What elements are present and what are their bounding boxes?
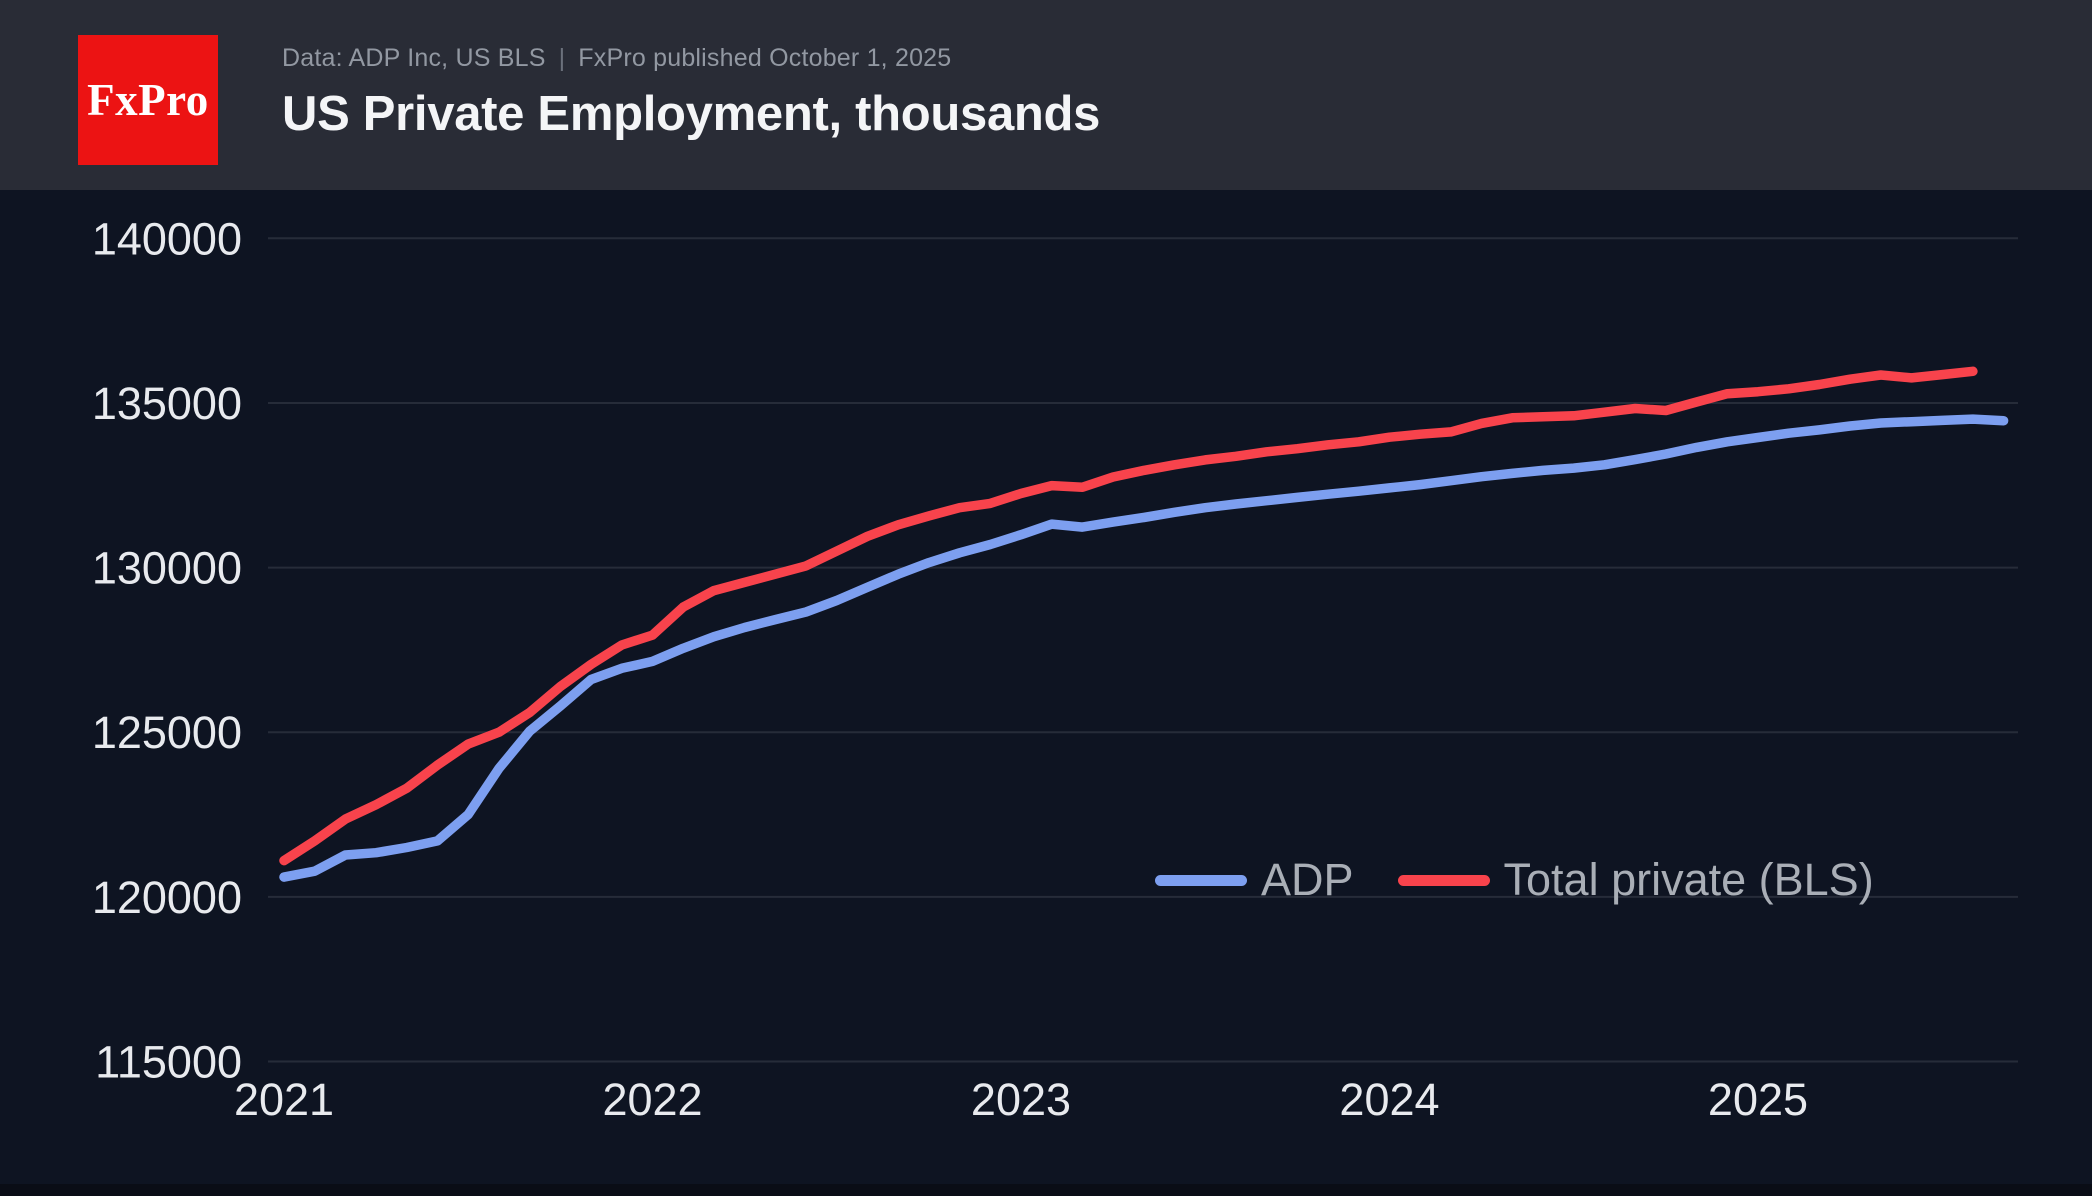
x-axis-label-2025: 2025: [1708, 1074, 1808, 1125]
legend-label-adp: ADP: [1261, 854, 1354, 905]
x-axis-label-2024: 2024: [1339, 1074, 1439, 1125]
y-axis-label-135000: 135000: [92, 378, 242, 429]
x-axis-label-2021: 2021: [234, 1074, 334, 1125]
published-text: FxPro published October 1, 2025: [578, 44, 952, 72]
y-axis-label-125000: 125000: [92, 707, 242, 758]
legend: ADP Total private (BLS): [1155, 854, 1874, 906]
legend-label-bls: Total private (BLS): [1503, 854, 1874, 905]
separator: |: [558, 44, 566, 72]
y-axis-label-130000: 130000: [92, 543, 242, 594]
y-axis-label-140000: 140000: [92, 213, 242, 264]
header-bar: FxPro Data: ADP Inc, US BLS | FxPro publis…: [0, 0, 2092, 190]
series-line-adp: [279, 414, 2009, 882]
legend-item-adp: ADP: [1155, 854, 1354, 906]
y-axis-label-115000: 115000: [95, 1037, 242, 1088]
x-axis-label-2023: 2023: [971, 1074, 1071, 1125]
employment-line-chart: 115000 120000 125000 130000 135000 140000 2021…: [92, 213, 2018, 1125]
chart-area: 115000 120000 125000 130000 135000 140000 2021…: [0, 190, 2092, 1196]
x-axis-label-2022: 2022: [602, 1074, 702, 1125]
fxpro-logo-text: FxPro: [87, 75, 209, 125]
legend-item-bls: Total private (BLS): [1397, 854, 1874, 906]
header-meta: Data: ADP Inc, US BLS | FxPro published Oc…: [282, 44, 1100, 142]
y-axis-label-120000: 120000: [92, 872, 242, 923]
adp-line-swatch: [1155, 874, 1247, 886]
series-line-bls: [279, 366, 1978, 866]
fxpro-logo: FxPro: [78, 35, 218, 165]
bls-line-swatch: [1397, 874, 1490, 886]
chart-source-line: Data: ADP Inc, US BLS | FxPro published Oc…: [282, 44, 1100, 73]
footer-strip: [0, 1184, 2092, 1196]
chart-title: US Private Employment, thousands: [282, 87, 1101, 141]
data-source-text: Data: ADP Inc, US BLS: [282, 44, 546, 72]
